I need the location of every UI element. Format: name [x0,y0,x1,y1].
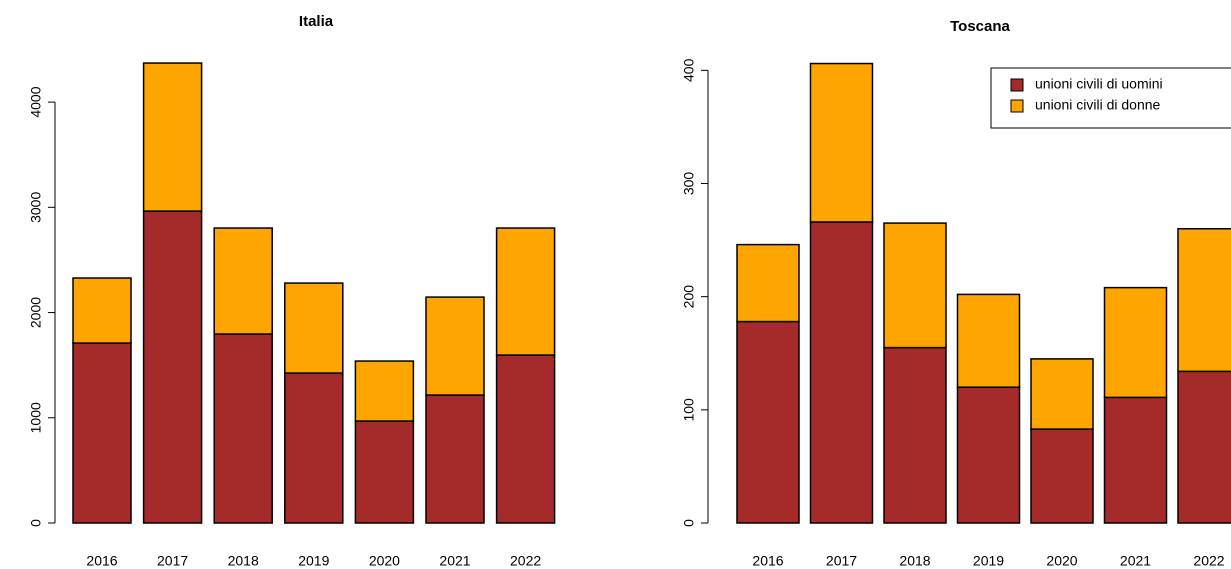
bar-segment [883,222,947,349]
x-tick-label: 2022 [1193,553,1224,569]
bar-segment [425,296,485,396]
bar-segment [1030,358,1094,430]
legend-swatch [1010,78,1024,92]
y-tick-label: 4000 [28,86,44,117]
bar-segment [72,342,132,524]
bar-segment [72,277,132,344]
x-tick-label: 2020 [369,553,400,569]
x-tick-label: 2021 [1120,553,1151,569]
bar-segment [736,320,800,524]
x-tick-label: 2019 [298,553,329,569]
bar-segment [809,221,874,524]
chart-title: Toscana [950,18,1010,35]
bar-segment [354,420,415,524]
y-tick-label: 0 [28,519,44,527]
y-tick-label: 2000 [28,297,44,328]
bar-segment [1177,228,1231,373]
bar-segment [284,282,344,374]
bar-segment [883,346,947,524]
x-tick-label: 2019 [973,553,1004,569]
x-tick-label: 2017 [157,553,188,569]
bar-segment [736,243,800,323]
y-tick-label: 400 [681,58,697,82]
bar-segment [956,386,1021,524]
x-tick-label: 2018 [228,553,259,569]
x-tick-label: 2016 [86,553,117,569]
bar-segment [1177,370,1231,524]
x-tick-label: 2022 [510,553,541,569]
y-tick-label: 300 [681,172,697,196]
legend-swatch [1010,99,1024,113]
chart-title: Italia [299,13,334,30]
bar-segment [284,372,344,524]
bar-segment [956,293,1021,388]
bar-segment [1030,428,1094,524]
bar-segment [142,210,203,524]
bar-segment [213,333,273,524]
legend-label: unioni civili di donne [1035,97,1161,113]
bar-segment [142,62,203,212]
bar-segment [495,354,556,524]
y-tick-label: 0 [681,519,697,527]
x-tick-label: 2020 [1046,553,1077,569]
bar-segment [213,227,273,335]
legend: unioni civili di uomini unioni civili di … [990,67,1231,129]
legend-label: unioni civili di uomini [1035,76,1163,92]
bar-segment [809,62,874,223]
bar-segment [1103,286,1168,399]
bar-segment [425,394,485,524]
y-tick-label: 100 [681,398,697,422]
bar-segment [495,227,556,356]
x-tick-label: 2021 [439,553,470,569]
legend-box [990,67,1231,129]
y-tick-label: 200 [681,285,697,309]
x-tick-label: 2018 [899,553,930,569]
bar-segment [354,360,415,422]
y-tick-label: 3000 [28,192,44,223]
y-tick-label: 1000 [28,402,44,433]
bar-segment [1103,396,1168,524]
x-tick-label: 2016 [752,553,783,569]
x-tick-label: 2017 [826,553,857,569]
